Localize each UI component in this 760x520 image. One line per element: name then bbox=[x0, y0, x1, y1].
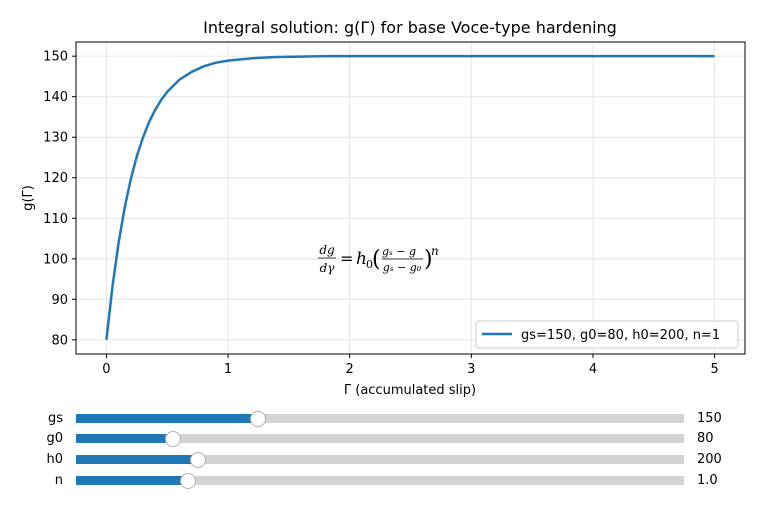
chart-title: Integral solution: g(Γ) for base Voce-ty… bbox=[203, 18, 617, 37]
legend-label: gs=150, g0=80, h0=200, n=1 bbox=[521, 328, 720, 343]
slider-row-n: n 1.0 bbox=[0, 471, 760, 491]
chart-figure: Integral solution: g(Γ) for base Voce-ty… bbox=[21, 18, 746, 398]
y-tick-label: 150 bbox=[43, 50, 68, 65]
svg-text:0: 0 bbox=[366, 258, 373, 271]
y-tick-label: 120 bbox=[43, 171, 68, 186]
svg-text:(: ( bbox=[372, 247, 381, 272]
svg-text:dγ: dγ bbox=[320, 261, 336, 275]
svg-text:gₛ − g: gₛ − g bbox=[382, 245, 416, 258]
y-axis-ticks: 80 90 100 110 120 130 140 150 bbox=[43, 50, 76, 348]
slider-fill-g0 bbox=[76, 434, 174, 443]
x-axis-ticks: 0 1 2 3 4 5 bbox=[102, 354, 719, 377]
slider-handle-h0[interactable] bbox=[189, 452, 206, 468]
slider-row-h0: h0 200 bbox=[0, 450, 760, 470]
svg-text:): ) bbox=[424, 247, 433, 272]
grid-lines bbox=[76, 42, 745, 354]
legend: gs=150, g0=80, h0=200, n=1 bbox=[475, 320, 739, 349]
slider-value-gs: 150 bbox=[697, 411, 722, 426]
slider-n[interactable] bbox=[76, 473, 684, 489]
y-tick-label: 80 bbox=[51, 333, 68, 348]
y-tick-label: 110 bbox=[43, 212, 68, 227]
x-tick-label: 1 bbox=[224, 362, 232, 377]
slider-gs[interactable] bbox=[76, 411, 684, 427]
x-tick-label: 5 bbox=[710, 362, 718, 377]
slider-row-gs: gs 150 bbox=[0, 409, 760, 429]
slider-label-gs: gs bbox=[47, 411, 63, 426]
svg-text:h: h bbox=[356, 249, 367, 269]
equation-annotation: dg dγ = h 0 ( gₛ − g gₛ − g₀ ) n bbox=[318, 243, 439, 275]
y-tick-label: 140 bbox=[43, 90, 68, 105]
slider-value-h0: 200 bbox=[697, 452, 722, 467]
slider-label-n: n bbox=[54, 473, 63, 488]
slider-fill-h0 bbox=[76, 455, 198, 464]
y-tick-label: 100 bbox=[43, 252, 68, 267]
x-tick-label: 3 bbox=[467, 362, 475, 377]
slider-handle-g0[interactable] bbox=[165, 431, 182, 447]
slider-g0[interactable] bbox=[76, 431, 684, 447]
slider-handle-gs[interactable] bbox=[250, 411, 267, 427]
slider-value-g0: 80 bbox=[697, 431, 714, 446]
svg-text:n: n bbox=[431, 244, 439, 258]
y-axis-label: g(Γ) bbox=[21, 185, 36, 211]
x-axis-label: Γ (accumulated slip) bbox=[344, 383, 476, 398]
y-tick-label: 130 bbox=[43, 131, 68, 146]
x-tick-label: 4 bbox=[589, 362, 597, 377]
x-tick-label: 0 bbox=[102, 362, 110, 377]
slider-h0[interactable] bbox=[76, 452, 684, 468]
series-line bbox=[105, 54, 715, 340]
y-tick-label: 90 bbox=[51, 293, 68, 308]
slider-fill-gs bbox=[76, 414, 259, 423]
slider-fill-n bbox=[76, 476, 189, 485]
slider-label-h0: h0 bbox=[46, 452, 63, 467]
slider-value-n: 1.0 bbox=[697, 473, 718, 488]
svg-text:gₛ − g₀: gₛ − g₀ bbox=[383, 261, 422, 274]
slider-row-g0: g0 80 bbox=[0, 429, 760, 449]
plot-frame bbox=[75, 41, 746, 355]
svg-text:dg: dg bbox=[319, 243, 335, 257]
slider-handle-n[interactable] bbox=[180, 473, 197, 489]
slider-label-g0: g0 bbox=[46, 431, 63, 446]
svg-text:=: = bbox=[340, 249, 353, 268]
x-tick-label: 2 bbox=[346, 362, 354, 377]
